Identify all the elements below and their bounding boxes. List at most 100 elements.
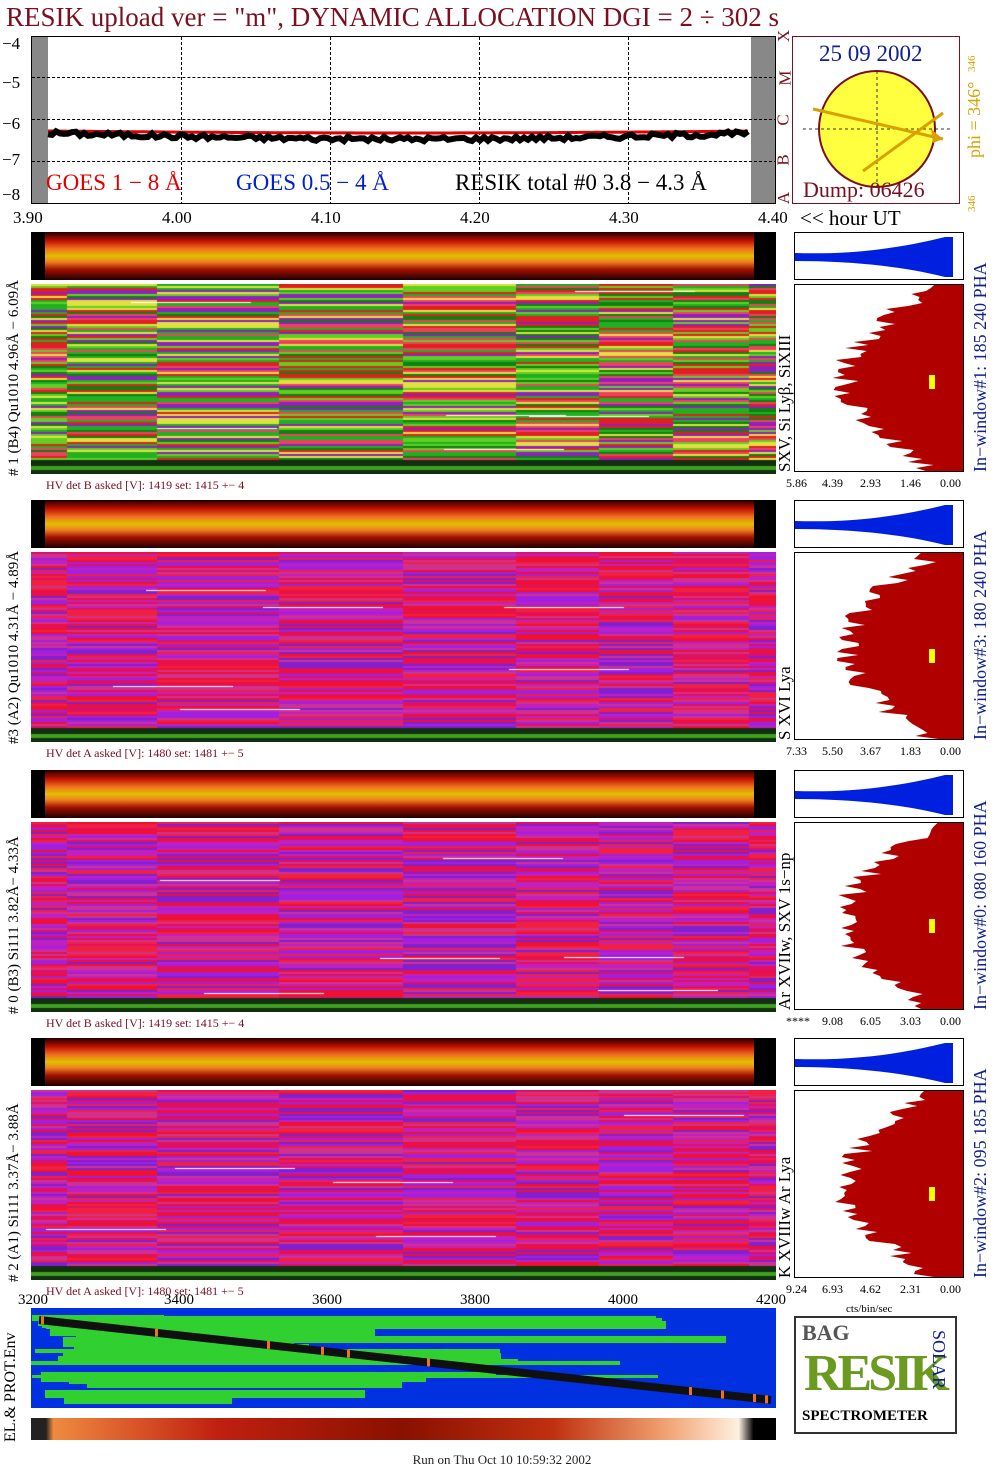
hv-readout: HV det A asked [V]: 1480 set: 1481 +− 5: [46, 1284, 244, 1298]
in-window-label: In−window#2: 095 185 PHA: [970, 1068, 990, 1278]
pha-tick: 2.31: [900, 1282, 921, 1296]
orbit-marker: [689, 1387, 692, 1396]
bottom-x-tick: 4000: [608, 1292, 638, 1308]
pha-tick: 9.08: [822, 1014, 843, 1028]
y-tick: −7: [2, 150, 21, 169]
y-tick: −8: [2, 185, 21, 204]
x-tick: 3.90: [13, 208, 43, 227]
env-band: [63, 1337, 294, 1347]
env-band: [50, 1326, 375, 1336]
page-title: RESIK upload ver = "m", DYNAMIC ALLOCATI…: [6, 2, 780, 32]
goes-lightcurve-panel: [31, 36, 776, 204]
pha-histogram-small: [794, 500, 964, 548]
spectrum-strip: [31, 500, 776, 548]
env-band: [32, 1315, 164, 1321]
y-tick: −4: [2, 34, 21, 53]
pha-tick: 0.00: [940, 744, 961, 758]
run-timestamp: Run on Thu Oct 10 10:59:32 2002: [412, 1452, 592, 1467]
in-window-label: In−window#0: 080 160 PHA: [970, 800, 990, 1010]
hv-readout: HV det A asked [V]: 1480 set: 1481 +− 5: [46, 746, 244, 760]
env-band: [64, 1394, 232, 1404]
resik-logo: BAG RESIK SOLAR SPECTROMETER: [794, 1316, 957, 1434]
pha-tick: 4.62: [860, 1282, 881, 1296]
pha-histogram-small: [794, 1038, 964, 1086]
logo-main: RESIK: [804, 1345, 950, 1402]
env-band: [68, 1316, 592, 1326]
bottom-x-tick: 3400: [164, 1292, 194, 1308]
pha-tick: 2.93: [860, 476, 881, 490]
pha-tick: 3.67: [860, 744, 881, 758]
orbit-marker: [321, 1346, 324, 1355]
legend-goes-long: GOES 1 − 8 Å: [46, 170, 182, 195]
dynamic-spectrum: [31, 822, 776, 1012]
bottom-x-tick: 3600: [312, 1292, 342, 1308]
orbit-track: [38, 1316, 772, 1404]
y-tick: −6: [2, 114, 21, 133]
legend-resik-total: RESIK total #0 3.8 − 4.3 Å: [455, 170, 707, 195]
orbit-marker: [347, 1349, 350, 1358]
flare-class-letter: B: [773, 154, 793, 166]
env-band: [74, 1344, 309, 1353]
x-axis-note: << hour UT: [800, 206, 901, 230]
orbit-marker: [155, 1328, 158, 1337]
channel-label: # 0 (B3) Si111 3.82Å− 4.33Å: [6, 836, 22, 1014]
orbit-marker: [753, 1394, 756, 1403]
environment-track: [31, 1315, 772, 1404]
x-tick: 4.10: [311, 208, 341, 227]
phi-small-top: 346: [966, 55, 978, 73]
goes-curves: [47, 127, 750, 146]
spectral-line-label: K XVIIIw Ar Lya: [775, 1156, 794, 1278]
bottom-x-tick: 3200: [18, 1292, 48, 1308]
flare-class-letter: C: [773, 114, 793, 126]
bottom-x-tick: 3800: [460, 1292, 490, 1308]
pha-tick: 6.05: [860, 1014, 881, 1028]
dynamic-spectrum: [31, 1090, 776, 1280]
pha-tick: 1.46: [900, 476, 921, 490]
spectrum-strip: [31, 770, 776, 818]
in-window-label: In−window#3: 180 240 PHA: [970, 530, 990, 740]
hv-readout: HV det B asked [V]: 1419 set: 1415 +− 4: [46, 478, 245, 492]
logo-top-letters: BAG: [802, 1320, 850, 1345]
particle-strip: [31, 1418, 776, 1440]
pha-unit-label: cts/bin/sec: [846, 1303, 893, 1315]
x-tick: 4.00: [162, 208, 192, 227]
env-band: [73, 1359, 518, 1362]
spectral-line-label: Ar XVIIw, SXV 1s−np: [775, 852, 794, 1010]
resik-total-curve: [47, 127, 750, 146]
environment-panel: [31, 1308, 776, 1408]
pha-histogram: [794, 822, 964, 1010]
pha-tick: 0.00: [940, 1014, 961, 1028]
phi-angle-label: phi = 346°: [964, 81, 984, 158]
environment-label: EL.& PROT.Env: [2, 1332, 19, 1442]
channel-label: # 2 (A1) Si111 3.37Å− 3.88Å: [6, 1103, 22, 1282]
hv-readout: HV det B asked [V]: 1419 set: 1415 +− 4: [46, 1016, 245, 1030]
pha-histogram: [794, 284, 964, 472]
pha-tick: 0.00: [940, 1282, 961, 1296]
x-tick: 4.30: [609, 208, 639, 227]
pha-tick: 5.50: [822, 744, 843, 758]
orbit-marker: [41, 1316, 44, 1325]
pha-histogram-small: [794, 232, 964, 280]
pha-tick: 5.86: [786, 476, 807, 490]
env-band: [76, 1336, 726, 1343]
spectral-line-label: SXV, Si Lyβ, SiXIII: [775, 334, 794, 472]
orbit-marker: [427, 1358, 430, 1367]
pha-tick: ****: [786, 1014, 810, 1028]
pha-tick: 1.83: [900, 744, 921, 758]
data-gap-right: [751, 37, 775, 203]
sun-position-box: 25 09 2002 Dump: 06426: [792, 36, 960, 204]
in-window-label: In−window#1: 185 240 PHA: [970, 262, 990, 472]
spectrum-strip: [31, 232, 776, 280]
logo-side: SOLAR: [929, 1330, 949, 1390]
env-band: [80, 1372, 496, 1378]
dynamic-spectrum: [31, 552, 776, 742]
pha-histogram: [794, 1090, 964, 1278]
dynamic-spectrum: [31, 284, 776, 474]
logo-bottom: SPECTROMETER: [802, 1408, 928, 1424]
bottom-x-tick: 4200: [756, 1292, 786, 1308]
orbit-marker: [267, 1340, 270, 1349]
y-tick: −5: [2, 73, 21, 92]
pha-tick: 6.93: [822, 1282, 843, 1296]
orbit-marker: [721, 1390, 724, 1399]
x-tick: 4.20: [460, 208, 490, 227]
